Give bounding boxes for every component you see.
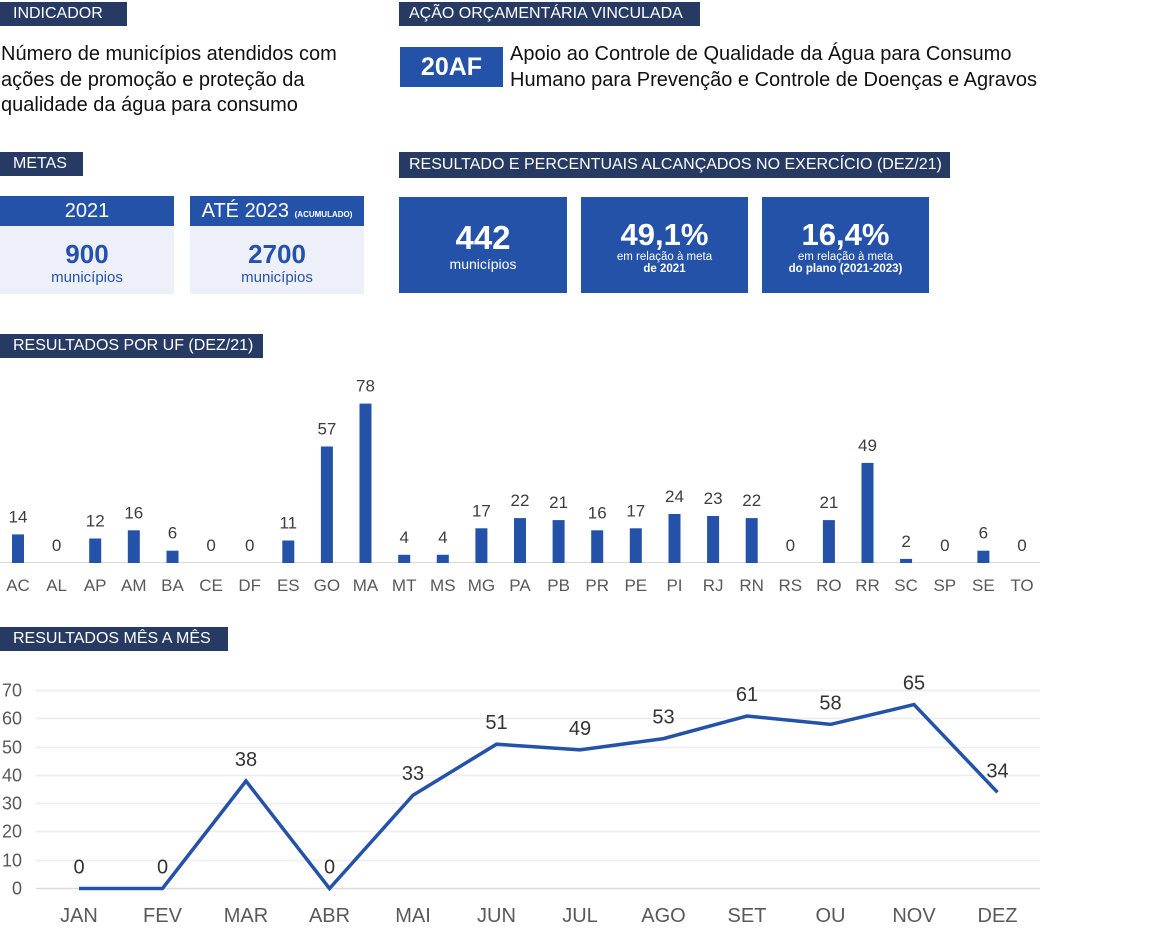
svg-text:JAN: JAN xyxy=(60,905,98,927)
svg-text:0: 0 xyxy=(73,857,84,879)
svg-text:MS: MS xyxy=(430,576,456,595)
svg-text:GO: GO xyxy=(314,576,340,595)
svg-text:PE: PE xyxy=(624,576,647,595)
svg-text:51: 51 xyxy=(485,712,507,734)
svg-text:BA: BA xyxy=(161,576,184,595)
svg-text:MAI: MAI xyxy=(395,905,431,927)
svg-text:0: 0 xyxy=(157,857,168,879)
svg-text:57: 57 xyxy=(317,420,336,439)
svg-text:11: 11 xyxy=(279,514,297,533)
svg-text:16: 16 xyxy=(588,503,607,522)
svg-text:RO: RO xyxy=(816,576,842,595)
svg-text:22: 22 xyxy=(742,491,761,510)
svg-text:30: 30 xyxy=(2,794,22,814)
svg-text:PR: PR xyxy=(585,576,609,595)
svg-text:0: 0 xyxy=(52,536,61,555)
svg-text:4: 4 xyxy=(399,528,408,547)
svg-text:49: 49 xyxy=(858,436,877,455)
svg-text:0: 0 xyxy=(245,536,254,555)
svg-text:53: 53 xyxy=(652,707,674,729)
svg-text:CE: CE xyxy=(199,576,223,595)
svg-text:RR: RR xyxy=(855,576,880,595)
svg-text:0: 0 xyxy=(940,536,949,555)
svg-text:PI: PI xyxy=(666,576,682,595)
svg-text:DF: DF xyxy=(238,576,261,595)
svg-text:JUN: JUN xyxy=(477,905,516,927)
svg-text:DEZ: DEZ xyxy=(978,905,1018,927)
svg-text:PA: PA xyxy=(509,576,531,595)
svg-text:70: 70 xyxy=(2,681,22,701)
svg-text:4: 4 xyxy=(438,528,447,547)
svg-text:RN: RN xyxy=(739,576,764,595)
svg-text:0: 0 xyxy=(324,857,335,879)
svg-text:6: 6 xyxy=(168,524,177,543)
svg-text:0: 0 xyxy=(1017,536,1026,555)
svg-text:49: 49 xyxy=(569,718,591,740)
svg-text:40: 40 xyxy=(2,766,22,786)
svg-text:SET: SET xyxy=(728,905,767,927)
svg-text:20: 20 xyxy=(2,822,22,842)
svg-text:AM: AM xyxy=(121,576,147,595)
svg-text:33: 33 xyxy=(402,763,424,785)
svg-text:60: 60 xyxy=(2,709,22,729)
svg-text:0: 0 xyxy=(206,536,215,555)
svg-text:SP: SP xyxy=(933,576,956,595)
svg-text:JUL: JUL xyxy=(562,905,598,927)
svg-text:78: 78 xyxy=(356,377,375,396)
svg-text:MA: MA xyxy=(353,576,379,595)
svg-text:RS: RS xyxy=(778,576,802,595)
svg-text:6: 6 xyxy=(979,524,988,543)
svg-text:14: 14 xyxy=(9,507,28,526)
svg-text:OU: OU xyxy=(816,905,846,927)
svg-text:23: 23 xyxy=(704,489,723,508)
svg-text:ES: ES xyxy=(277,576,300,595)
svg-text:21: 21 xyxy=(549,493,568,512)
svg-text:0: 0 xyxy=(786,536,795,555)
svg-text:MG: MG xyxy=(468,576,495,595)
svg-text:MT: MT xyxy=(392,576,417,595)
svg-text:12: 12 xyxy=(86,512,105,531)
svg-text:34: 34 xyxy=(986,760,1008,782)
svg-text:AL: AL xyxy=(46,576,67,595)
svg-text:0: 0 xyxy=(12,879,22,899)
svg-text:MAR: MAR xyxy=(224,905,268,927)
svg-text:ABR: ABR xyxy=(309,905,350,927)
svg-text:16: 16 xyxy=(124,503,143,522)
svg-text:24: 24 xyxy=(665,487,684,506)
svg-text:10: 10 xyxy=(2,851,22,871)
svg-text:RJ: RJ xyxy=(703,576,724,595)
svg-text:38: 38 xyxy=(235,749,257,771)
svg-text:FEV: FEV xyxy=(143,905,183,927)
svg-text:58: 58 xyxy=(819,692,841,714)
svg-text:AGO: AGO xyxy=(641,905,685,927)
svg-text:PB: PB xyxy=(547,576,570,595)
svg-text:SC: SC xyxy=(894,576,918,595)
svg-text:TO: TO xyxy=(1010,576,1033,595)
svg-text:AC: AC xyxy=(6,576,30,595)
svg-text:AP: AP xyxy=(84,576,107,595)
svg-text:22: 22 xyxy=(511,491,530,510)
svg-text:50: 50 xyxy=(2,738,22,758)
svg-text:17: 17 xyxy=(472,501,491,520)
svg-text:SE: SE xyxy=(972,576,995,595)
svg-text:2: 2 xyxy=(901,532,910,551)
svg-text:17: 17 xyxy=(626,501,645,520)
svg-text:61: 61 xyxy=(736,684,758,706)
svg-text:NOV: NOV xyxy=(892,905,936,927)
svg-text:65: 65 xyxy=(903,673,925,695)
svg-text:21: 21 xyxy=(819,493,838,512)
